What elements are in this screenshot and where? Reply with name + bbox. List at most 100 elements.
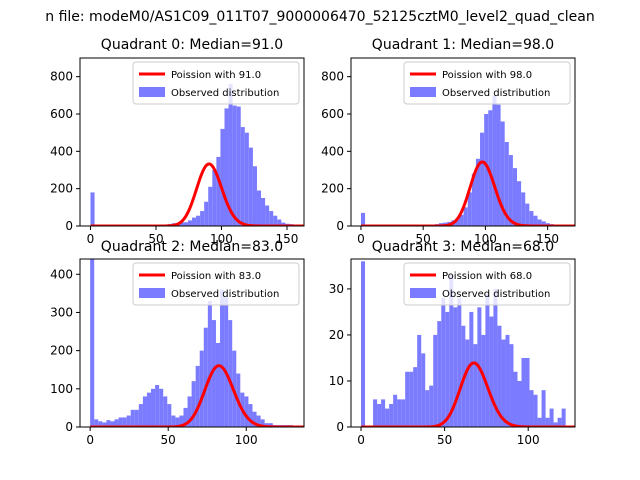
hist-bar <box>467 192 472 226</box>
hist-bar <box>481 334 486 427</box>
panel-quadrant-0: 0 50 100 150 0 200 400 600 800 Poission with 91.0… <box>50 37 305 246</box>
hist-bar <box>118 417 123 427</box>
x-tick-label: 0 <box>357 433 365 447</box>
y-tick-label: 0 <box>65 420 73 434</box>
legend-label-poisson: Poission with 68.0 <box>442 271 532 282</box>
hist-bar <box>183 222 188 226</box>
hist-bar <box>360 212 366 226</box>
y-tick-label: 10 <box>329 374 344 388</box>
hist-bar <box>200 211 205 226</box>
legend: Poission with 98.0 Observed distribution <box>403 61 571 105</box>
panel-quadrant-3: 0 50 100 0 10 20 30 Poission with 68.0 Observed … <box>329 239 576 447</box>
hist-bar <box>167 404 172 427</box>
x-tick-label: 150 <box>536 232 559 246</box>
hist-bar <box>508 155 513 226</box>
hist-bar <box>500 121 505 226</box>
hist-bar <box>273 215 278 226</box>
hist-bar <box>179 415 184 427</box>
hist-bar <box>224 108 229 226</box>
y-tick-label: 100 <box>50 382 73 396</box>
hist-bar <box>244 396 249 427</box>
hist-bar <box>240 127 245 226</box>
x-tick-label: 0 <box>86 433 94 447</box>
hist-bar <box>269 211 274 226</box>
legend-box <box>132 61 300 105</box>
hist-bar <box>512 168 518 226</box>
hist-bar <box>94 419 99 427</box>
hist-bar <box>277 219 282 226</box>
y-tick-label: 400 <box>321 144 344 158</box>
hist-bar <box>429 385 434 427</box>
chart-title: Quadrant 3: Median=68.0 <box>372 239 554 255</box>
chart-title: Quadrant 1: Median=98.0 <box>372 37 554 53</box>
hist-bar <box>513 371 518 427</box>
hist-bar <box>405 371 410 427</box>
hist-bar <box>204 201 209 226</box>
legend-label-poisson: Poission with 91.0 <box>171 70 261 81</box>
hist-bar <box>471 173 476 226</box>
hist-bar <box>163 396 168 427</box>
chart-title: Quadrant 0: Median=91.0 <box>101 37 283 53</box>
hist-bar <box>484 114 489 226</box>
hist-bar <box>130 409 135 427</box>
axes-frame <box>79 258 305 428</box>
hist-bar <box>459 214 464 226</box>
hist-bar <box>504 142 509 226</box>
hist-bar <box>561 408 566 427</box>
hist-bar <box>557 417 562 427</box>
hist-bar <box>377 403 382 427</box>
hist-bar <box>441 298 446 427</box>
hist-bar <box>232 105 237 226</box>
hist-bar <box>90 192 95 226</box>
legend-label-observed: Observed distribution <box>442 289 550 300</box>
hist-bar <box>485 293 490 427</box>
hist-bar <box>529 390 534 427</box>
hist-bar <box>211 320 216 427</box>
hist-bar <box>102 422 107 427</box>
hist-bar <box>126 415 131 427</box>
hist-bar <box>475 158 481 226</box>
figure-suptitle: n file: modeM0/AS1C09_011T07_9000006470_… <box>45 9 594 25</box>
hist-bar <box>545 417 550 427</box>
hist-bar <box>463 207 468 226</box>
x-tick-label: 50 <box>148 232 163 246</box>
hist-bar <box>192 217 197 226</box>
hist-bar <box>159 388 164 427</box>
hist-bar <box>480 132 485 226</box>
hist-bar <box>521 357 526 427</box>
y-tick-label: 400 <box>50 267 73 281</box>
hist-bar <box>389 403 394 427</box>
legend-box <box>132 262 300 306</box>
y-tick-label: 0 <box>65 219 73 233</box>
hist-bar <box>433 334 438 427</box>
y-tick-label: 300 <box>50 305 73 319</box>
hist-bar <box>537 417 542 427</box>
hist-bar <box>437 321 442 427</box>
hist-bar <box>195 365 200 427</box>
hist-bar <box>517 380 522 427</box>
hist-bar <box>492 95 497 226</box>
hist-bar <box>425 390 430 427</box>
hist-bar <box>175 417 180 427</box>
hist-bar <box>525 357 530 427</box>
legend-label-observed: Observed distribution <box>171 289 279 300</box>
hist-bar <box>203 327 208 427</box>
plot-area <box>90 259 304 427</box>
hist-bar <box>385 408 390 427</box>
hist-bar <box>142 396 147 427</box>
hist-bar <box>549 408 554 427</box>
hist-bar <box>98 421 103 427</box>
hist-bar <box>252 411 257 427</box>
hist-bar <box>373 399 378 427</box>
hist-bar <box>252 166 257 226</box>
hist-bar <box>265 205 270 226</box>
legend-label-observed: Observed distribution <box>442 88 550 99</box>
x-tick-label: 100 <box>517 433 540 447</box>
hist-bar <box>521 192 526 226</box>
x-tick-label: 150 <box>276 232 299 246</box>
hist-bar <box>493 288 498 427</box>
hist-bar <box>261 198 266 226</box>
hist-bar <box>187 396 192 427</box>
y-tick-label: 400 <box>50 144 73 158</box>
